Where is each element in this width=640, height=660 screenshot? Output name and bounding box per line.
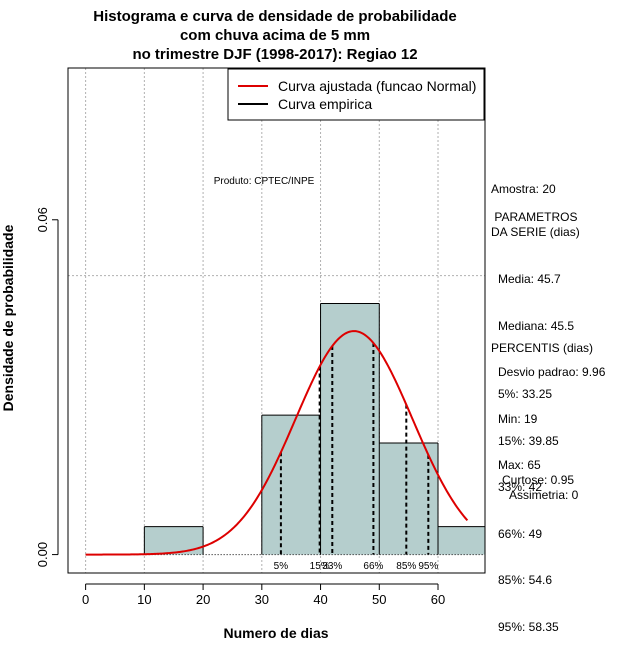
chart-title-line-1: Histograma e curva de densidade de proba… <box>93 8 456 25</box>
histogram-bar-5 <box>438 526 485 555</box>
legend-label-normal: Curva ajustada (funcao Normal) <box>278 78 476 94</box>
sample-size: Amostra: 20 <box>491 182 556 196</box>
skewness: Assimetria: 0 <box>509 488 579 502</box>
normal-fit-curve <box>85 330 469 556</box>
histogram-bars <box>85 302 485 556</box>
axes: 0 10 20 30 40 50 60 0.00 0.06 <box>35 207 445 607</box>
percentile-label-5: 95% <box>418 561 438 572</box>
param-media: Media: 45.7 <box>498 272 561 286</box>
product-annotation: Produto: CPTEC/INPE <box>214 176 315 187</box>
y-tick-label-1: 0.06 <box>35 207 50 232</box>
x-tick-label-3: 30 <box>255 592 269 607</box>
pct-66: 66%: 49 <box>498 526 543 541</box>
normal-curve-layer <box>85 330 469 556</box>
chart-title-line-2: com chuva acima de 5 mm <box>180 27 370 44</box>
percentile-label-3: 66% <box>363 561 383 572</box>
percentile-label-4: 85% <box>396 561 416 572</box>
histogram-bar-3 <box>320 303 380 555</box>
percentile-label-1: 15% <box>310 561 330 572</box>
legend-label-empirical: Curva empirica <box>278 96 372 112</box>
histogram-bar-0 <box>144 526 204 555</box>
pct-33: 33%: 42 <box>498 480 543 494</box>
param-desvio: Desvio padrao: 9.96 <box>498 365 606 379</box>
y-tick-label-0: 0.00 <box>35 542 50 567</box>
x-tick-label-4: 40 <box>313 592 327 607</box>
percentile-label-0: 5% <box>274 561 289 572</box>
legend: Curva ajustada (funcao Normal) Curva emp… <box>227 68 485 121</box>
parameters-title: PARAMETROS <box>491 210 578 224</box>
pct-15: 15%: 39.85 <box>498 433 559 448</box>
legend-box <box>227 68 485 121</box>
parameters-subtitle: DA SERIE (dias) <box>491 225 580 239</box>
percentiles-list: 5%: 33.25 15%: 39.85 33%: 42 66%: 49 85%… <box>498 356 559 651</box>
percentiles-title: PERCENTIS (dias) <box>491 341 594 355</box>
x-axis-label: Numero de dias <box>223 625 328 641</box>
plot-frame <box>67 67 486 574</box>
chart-title-line-3: no trimestre DJF (1998-2017): Regiao 12 <box>132 46 417 63</box>
y-axis-label: Densidade de probabilidade <box>0 224 16 411</box>
param-min: Min: 19 <box>498 411 538 426</box>
pct-5: 5%: 33.25 <box>498 387 553 401</box>
parameters-list: Media: 45.7 Mediana: 45.5 Desvio padrao:… <box>498 241 605 489</box>
percentile-lines: 5% 15%33% 66% 85% 95% <box>274 343 438 572</box>
kurtosis: Curtose: 0.95 <box>502 473 575 487</box>
percentile-label-2: 33% <box>322 561 342 572</box>
x-tick-label-6: 60 <box>431 592 445 607</box>
param-max: Max: 65 <box>498 458 541 472</box>
x-tick-label-0: 0 <box>82 592 89 607</box>
param-mediana: Mediana: 45.5 <box>498 318 575 333</box>
x-tick-label-2: 20 <box>196 592 210 607</box>
x-tick-label-5: 50 <box>372 592 386 607</box>
histogram-bar-2 <box>261 415 321 555</box>
pct-85: 85%: 54.6 <box>498 573 553 587</box>
pct-95: 95%: 58.35 <box>498 619 559 634</box>
x-tick-label-1: 10 <box>137 592 151 607</box>
